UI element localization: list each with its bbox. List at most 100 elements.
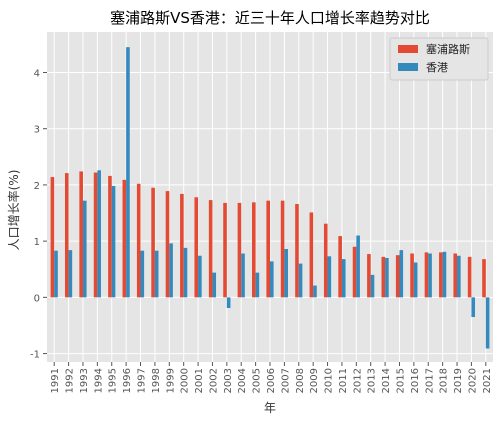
bar-series-2 — [255, 272, 260, 298]
x-tick-label: 1994 — [93, 368, 104, 393]
bar-series-1 — [136, 183, 141, 298]
x-tick-label: 2006 — [266, 368, 277, 393]
bar-series-2 — [111, 186, 116, 298]
chart-title: 塞浦路斯VS香港：近三十年人口增长率趋势对比 — [110, 9, 430, 27]
bar-series-2 — [471, 297, 476, 318]
bar-series-1 — [467, 256, 472, 298]
x-tick-label: 1993 — [79, 368, 90, 393]
bar-series-1 — [482, 259, 486, 298]
axes: -1 0 1 2 3 4 1991 1992 1993 1994 1995 1996 1997 1998 1… — [30, 68, 493, 393]
bar-series-2 — [97, 170, 101, 298]
y-tick-label: 1 — [34, 237, 40, 248]
bar-series-2 — [212, 272, 217, 298]
bar-series-2 — [457, 255, 461, 298]
x-tick-label: 1996 — [122, 368, 133, 393]
y-tick-label: 3 — [34, 125, 40, 136]
bar-series-2 — [241, 253, 245, 298]
bar-series-2 — [399, 250, 404, 298]
legend-label: 香港 — [426, 61, 448, 74]
legend-swatch — [398, 45, 418, 53]
bar-series-1 — [367, 254, 371, 298]
bar-series-2 — [485, 297, 490, 349]
bar-series-1 — [122, 179, 127, 298]
bar-series-2 — [154, 250, 159, 298]
x-tick-label: 2021 — [482, 368, 493, 393]
x-tick-label: 2020 — [467, 368, 478, 393]
bar-series-1 — [237, 202, 242, 298]
bar-series-1 — [439, 252, 443, 298]
bar-series-2 — [169, 243, 173, 298]
bar-series-1 — [108, 175, 112, 298]
bar-series-2 — [442, 251, 447, 298]
bar-series-1 — [194, 197, 199, 298]
bar-series-1 — [453, 253, 458, 298]
x-tick-label: 1992 — [65, 368, 76, 393]
legend-swatch — [398, 63, 418, 71]
bar-series-1 — [64, 173, 69, 298]
x-tick-label: 2008 — [295, 368, 306, 393]
bar-series-1 — [50, 177, 55, 298]
x-tick-label: 2017 — [424, 368, 435, 393]
bar-series-2 — [198, 255, 202, 298]
bar-series-1 — [93, 172, 98, 298]
bar-series-2 — [356, 235, 360, 298]
x-tick-label: 2009 — [309, 368, 320, 393]
x-tick-label: 2015 — [395, 368, 406, 393]
x-tick-label: 1995 — [108, 368, 119, 393]
x-tick-label: 1998 — [151, 368, 162, 393]
bar-series-2 — [413, 262, 418, 298]
bar-series-1 — [323, 223, 328, 298]
bar-series-1 — [280, 200, 285, 298]
bar-series-2 — [341, 259, 346, 298]
y-tick-label: 4 — [34, 68, 40, 79]
x-tick-label: 2000 — [180, 368, 191, 393]
bar-series-2 — [68, 250, 73, 298]
bar-series-1 — [352, 246, 357, 298]
bar-series-1 — [338, 236, 342, 298]
x-tick-label: 2004 — [237, 368, 248, 393]
y-tick-label: 0 — [34, 293, 40, 304]
legend-label: 塞浦路斯 — [426, 42, 470, 56]
x-tick-label: 2007 — [280, 368, 291, 393]
bar-series-1 — [151, 187, 155, 298]
bar-series-2 — [140, 250, 145, 298]
x-tick-label: 2005 — [252, 368, 263, 393]
x-tick-label: 2012 — [352, 368, 363, 393]
bar-series-2 — [284, 249, 288, 298]
x-tick-label: 2019 — [453, 368, 464, 393]
x-tick-label: 2003 — [223, 368, 234, 393]
x-tick-label: 2013 — [367, 368, 378, 393]
x-tick-label: 1999 — [165, 368, 176, 393]
bar-series-2 — [313, 285, 317, 298]
bars — [50, 47, 490, 349]
bar-series-1 — [309, 212, 314, 298]
bar-series-2 — [428, 253, 432, 298]
bar-series-2 — [54, 250, 58, 298]
x-tick-label: 2014 — [381, 368, 392, 393]
y-tick-label: -1 — [30, 350, 40, 361]
x-axis-label: 年 — [264, 401, 276, 415]
bar-series-2 — [126, 47, 130, 298]
bar-series-1 — [180, 193, 184, 298]
y-tick-label: 2 — [34, 181, 40, 192]
bar-series-2 — [82, 200, 87, 298]
x-tick-label: 2002 — [208, 368, 219, 393]
bar-series-1 — [395, 255, 400, 298]
x-tick-label: 2016 — [410, 368, 421, 393]
bar-series-1 — [424, 252, 429, 298]
x-tick-label: 2018 — [439, 368, 450, 393]
bar-series-1 — [208, 200, 213, 298]
bar-series-1 — [295, 204, 299, 298]
y-axis-label: 人口增长率(%) — [6, 170, 21, 251]
bar-series-2 — [327, 256, 332, 298]
x-tick-label: 2010 — [324, 368, 335, 393]
bar-series-1 — [165, 191, 170, 298]
bar-series-2 — [385, 257, 389, 298]
bar-series-2 — [226, 297, 231, 309]
x-tick-label: 2001 — [194, 368, 205, 393]
x-tick-label: 2011 — [338, 368, 349, 393]
bar-series-1 — [381, 256, 386, 298]
